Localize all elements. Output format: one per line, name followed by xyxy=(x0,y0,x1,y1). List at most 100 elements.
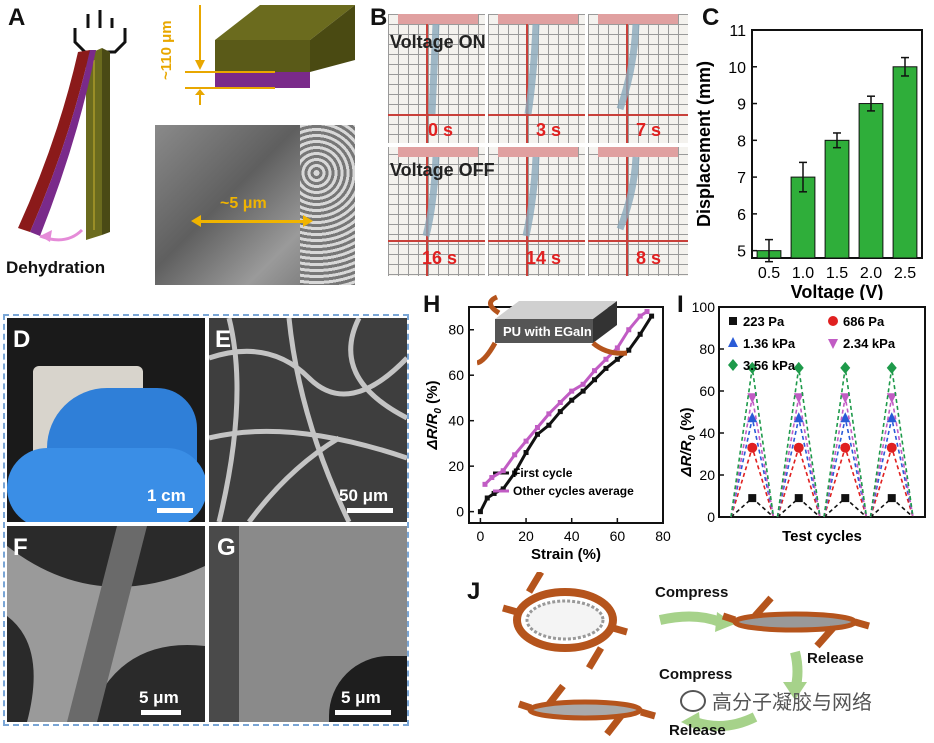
panel-i: I 0 20 40 60 80 100 223 Pa 686 Pa 1.36 kPa 2.34 k… xyxy=(675,285,934,550)
x-tick-label: 80 xyxy=(655,528,671,544)
data-point xyxy=(644,309,650,315)
legend-label: First cycle xyxy=(513,466,573,480)
data-point xyxy=(840,412,851,423)
plot-frame xyxy=(718,306,926,518)
voltage-off-label: Voltage OFF xyxy=(390,160,495,180)
y-axis-label-unit: (%) xyxy=(424,381,441,409)
data-point xyxy=(603,365,609,371)
cyclic-pressure-chart: 0 20 40 60 80 100 223 Pa 686 Pa 1.36 kPa 2.34 kPa… xyxy=(678,299,926,545)
panel-e-sem: E 50 μm xyxy=(209,318,407,522)
frame-time: 0 s xyxy=(428,120,454,140)
y-axis-label-unit: (%) xyxy=(678,408,695,436)
data-point xyxy=(546,422,552,428)
data-point xyxy=(557,409,563,415)
panel-letter-h: H xyxy=(423,291,441,318)
panel-letter-b: B xyxy=(370,4,388,31)
x-tick-label: 1.0 xyxy=(792,265,814,282)
strain-resistance-chart: 0 20 40 60 80 0 20 40 60 80 First cycle Other cycle… xyxy=(424,306,671,563)
panel-letter-e: E xyxy=(215,326,232,353)
inset-label: PU with EGaIn xyxy=(503,324,592,339)
inset-schematic xyxy=(477,294,627,366)
release-label-1: Release xyxy=(807,650,864,667)
x-tick-label: 1.5 xyxy=(826,265,848,282)
panel-letter-f: F xyxy=(13,534,28,561)
legend-label: 223 Pa xyxy=(743,314,785,329)
x-axis-label: Strain (%) xyxy=(531,546,601,563)
panel-h: H 0 20 40 60 80 0 20 40 60 80 First cycle Other cyc… xyxy=(415,285,675,575)
x-tick-label: 0.5 xyxy=(758,265,780,282)
data-point xyxy=(569,388,575,394)
frame-time: 7 s xyxy=(636,120,662,140)
displacement-bar-chart: 5 6 7 8 9 10 11 0.5 1.0 1.5 2.0 2.5 Voltage (V) Displ… xyxy=(694,23,923,300)
panel-letter-d: D xyxy=(13,326,31,353)
panel-b: B Voltage ON Voltage OFF 0 s 3 s 7 xyxy=(370,0,690,285)
y-tick-label: 9 xyxy=(737,97,746,114)
data-point xyxy=(482,481,488,487)
scalebar-label-g: 5 μm xyxy=(341,688,381,707)
legend-label: 3.56 kPa xyxy=(743,358,796,373)
y-axis-label: ΔR/R0 (%) xyxy=(678,408,698,478)
wechat-watermark: 高分子凝胶与网络 xyxy=(680,686,872,715)
data-point xyxy=(626,347,632,353)
compress-label-2: Compress xyxy=(659,666,733,683)
data-point xyxy=(580,381,586,387)
series-line xyxy=(483,310,648,486)
scalebar-label-d: 1 cm xyxy=(147,486,186,505)
y-tick-label: 40 xyxy=(699,425,715,441)
video-frames-grid: Voltage ON Voltage OFF 0 s 3 s 7 s 16 s … xyxy=(388,14,688,276)
release-label-2: Release xyxy=(669,722,726,739)
bar xyxy=(858,103,884,259)
data-point xyxy=(886,412,897,423)
panel-letter-i: I xyxy=(677,291,684,318)
data-point xyxy=(626,327,632,333)
data-point xyxy=(793,442,804,453)
data-point xyxy=(500,468,506,474)
y-axis-label-subscript: 0 xyxy=(687,435,698,441)
data-point xyxy=(557,399,563,405)
layer-schematic xyxy=(185,5,355,105)
y-tick-label: 11 xyxy=(729,23,746,40)
x-axis-label: Test cycles xyxy=(782,528,862,545)
data-point xyxy=(828,339,838,349)
x-tick-label: 60 xyxy=(610,528,626,544)
dehydration-caption: Dehydration xyxy=(6,258,106,277)
y-tick-label: 7 xyxy=(737,170,746,187)
sem-cross-section: ~5 μm xyxy=(155,125,355,285)
data-point xyxy=(614,356,620,362)
panel-d-photo: D 1 cm xyxy=(7,318,205,522)
data-point xyxy=(728,337,738,347)
data-point xyxy=(886,442,897,453)
wechat-icon xyxy=(680,689,706,712)
data-point xyxy=(534,431,540,437)
data-point xyxy=(886,361,897,374)
panel-letter-a: A xyxy=(8,4,26,31)
data-point xyxy=(828,316,838,326)
data-point xyxy=(747,442,758,453)
frame-time: 3 s xyxy=(536,120,562,140)
x-tick-label: 40 xyxy=(564,528,580,544)
data-point xyxy=(484,495,490,501)
scalebar-d xyxy=(157,508,193,513)
scalebar-f xyxy=(141,710,181,715)
y-tick-label: 60 xyxy=(699,383,715,399)
legend-label: 686 Pa xyxy=(843,314,885,329)
data-point xyxy=(840,442,851,453)
data-point xyxy=(887,494,896,503)
data-point xyxy=(841,494,850,503)
voltage-on-label: Voltage ON xyxy=(390,32,486,52)
y-tick-label: 40 xyxy=(448,413,464,429)
y-axis-label: Displacement (mm) xyxy=(694,61,714,227)
data-point xyxy=(748,494,757,503)
data-point xyxy=(747,361,758,374)
y-axis-label: ΔR/R0 (%) xyxy=(424,381,444,451)
x-tick-label: 2.0 xyxy=(860,265,882,282)
data-point xyxy=(793,361,804,374)
y-tick-label: 80 xyxy=(699,341,715,357)
compression-schematic xyxy=(502,572,870,737)
thickness-label: ~110 μm xyxy=(158,20,175,80)
actuator-strips xyxy=(422,23,640,237)
scalebar-label-f: 5 μm xyxy=(139,688,179,707)
y-tick-label: 8 xyxy=(737,133,746,150)
y-axis-label-subscript: 0 xyxy=(433,408,444,414)
pu-egain-inset: PU with EGaIn xyxy=(477,294,627,366)
